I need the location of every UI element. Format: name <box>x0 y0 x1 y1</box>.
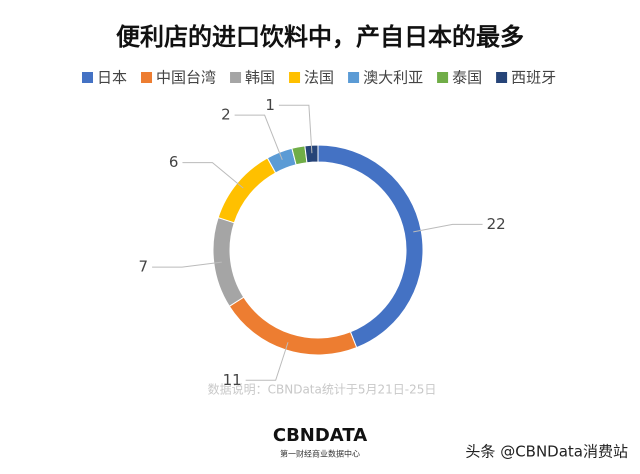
credit: 头条 @CBNData消费站 <box>465 443 628 461</box>
data-label: 11 <box>223 371 242 389</box>
leader-line <box>234 114 283 160</box>
chart-title: 便利店的进口饮料中，产自日本的最多 <box>116 23 524 51</box>
leader-line <box>182 162 244 189</box>
legend-label: 中国台湾 <box>156 69 216 87</box>
leader-line <box>413 223 483 233</box>
legend-label: 泰国 <box>452 69 482 87</box>
donut-segment <box>304 144 319 164</box>
data-label: 7 <box>139 258 149 276</box>
data-label: 6 <box>169 153 179 171</box>
logo: CBNDATA <box>273 425 367 446</box>
legend-swatch <box>289 72 301 83</box>
legend-swatch <box>437 72 449 83</box>
leader-line <box>245 342 289 381</box>
legend-label: 韩国 <box>245 69 275 87</box>
legend-swatch <box>348 72 360 83</box>
legend-label: 日本 <box>97 69 127 87</box>
data-label: 22 <box>487 215 506 233</box>
logo-subtitle: 第一财经商业数据中心 <box>280 449 360 459</box>
data-label: 1 <box>265 96 275 114</box>
legend-swatch <box>496 72 508 83</box>
note: 数据说明：CBNData统计于5月21日-25日 <box>208 382 437 397</box>
legend-swatch <box>141 72 153 83</box>
legend-swatch <box>82 72 93 83</box>
data-label: 2 <box>221 106 231 124</box>
legend-label: 西班牙 <box>511 69 556 87</box>
legend-swatch <box>230 72 242 83</box>
leader-line <box>152 261 222 268</box>
legend-label: 澳大利亚 <box>363 69 423 87</box>
leader-line <box>278 104 313 154</box>
legend-label: 法国 <box>304 69 334 87</box>
